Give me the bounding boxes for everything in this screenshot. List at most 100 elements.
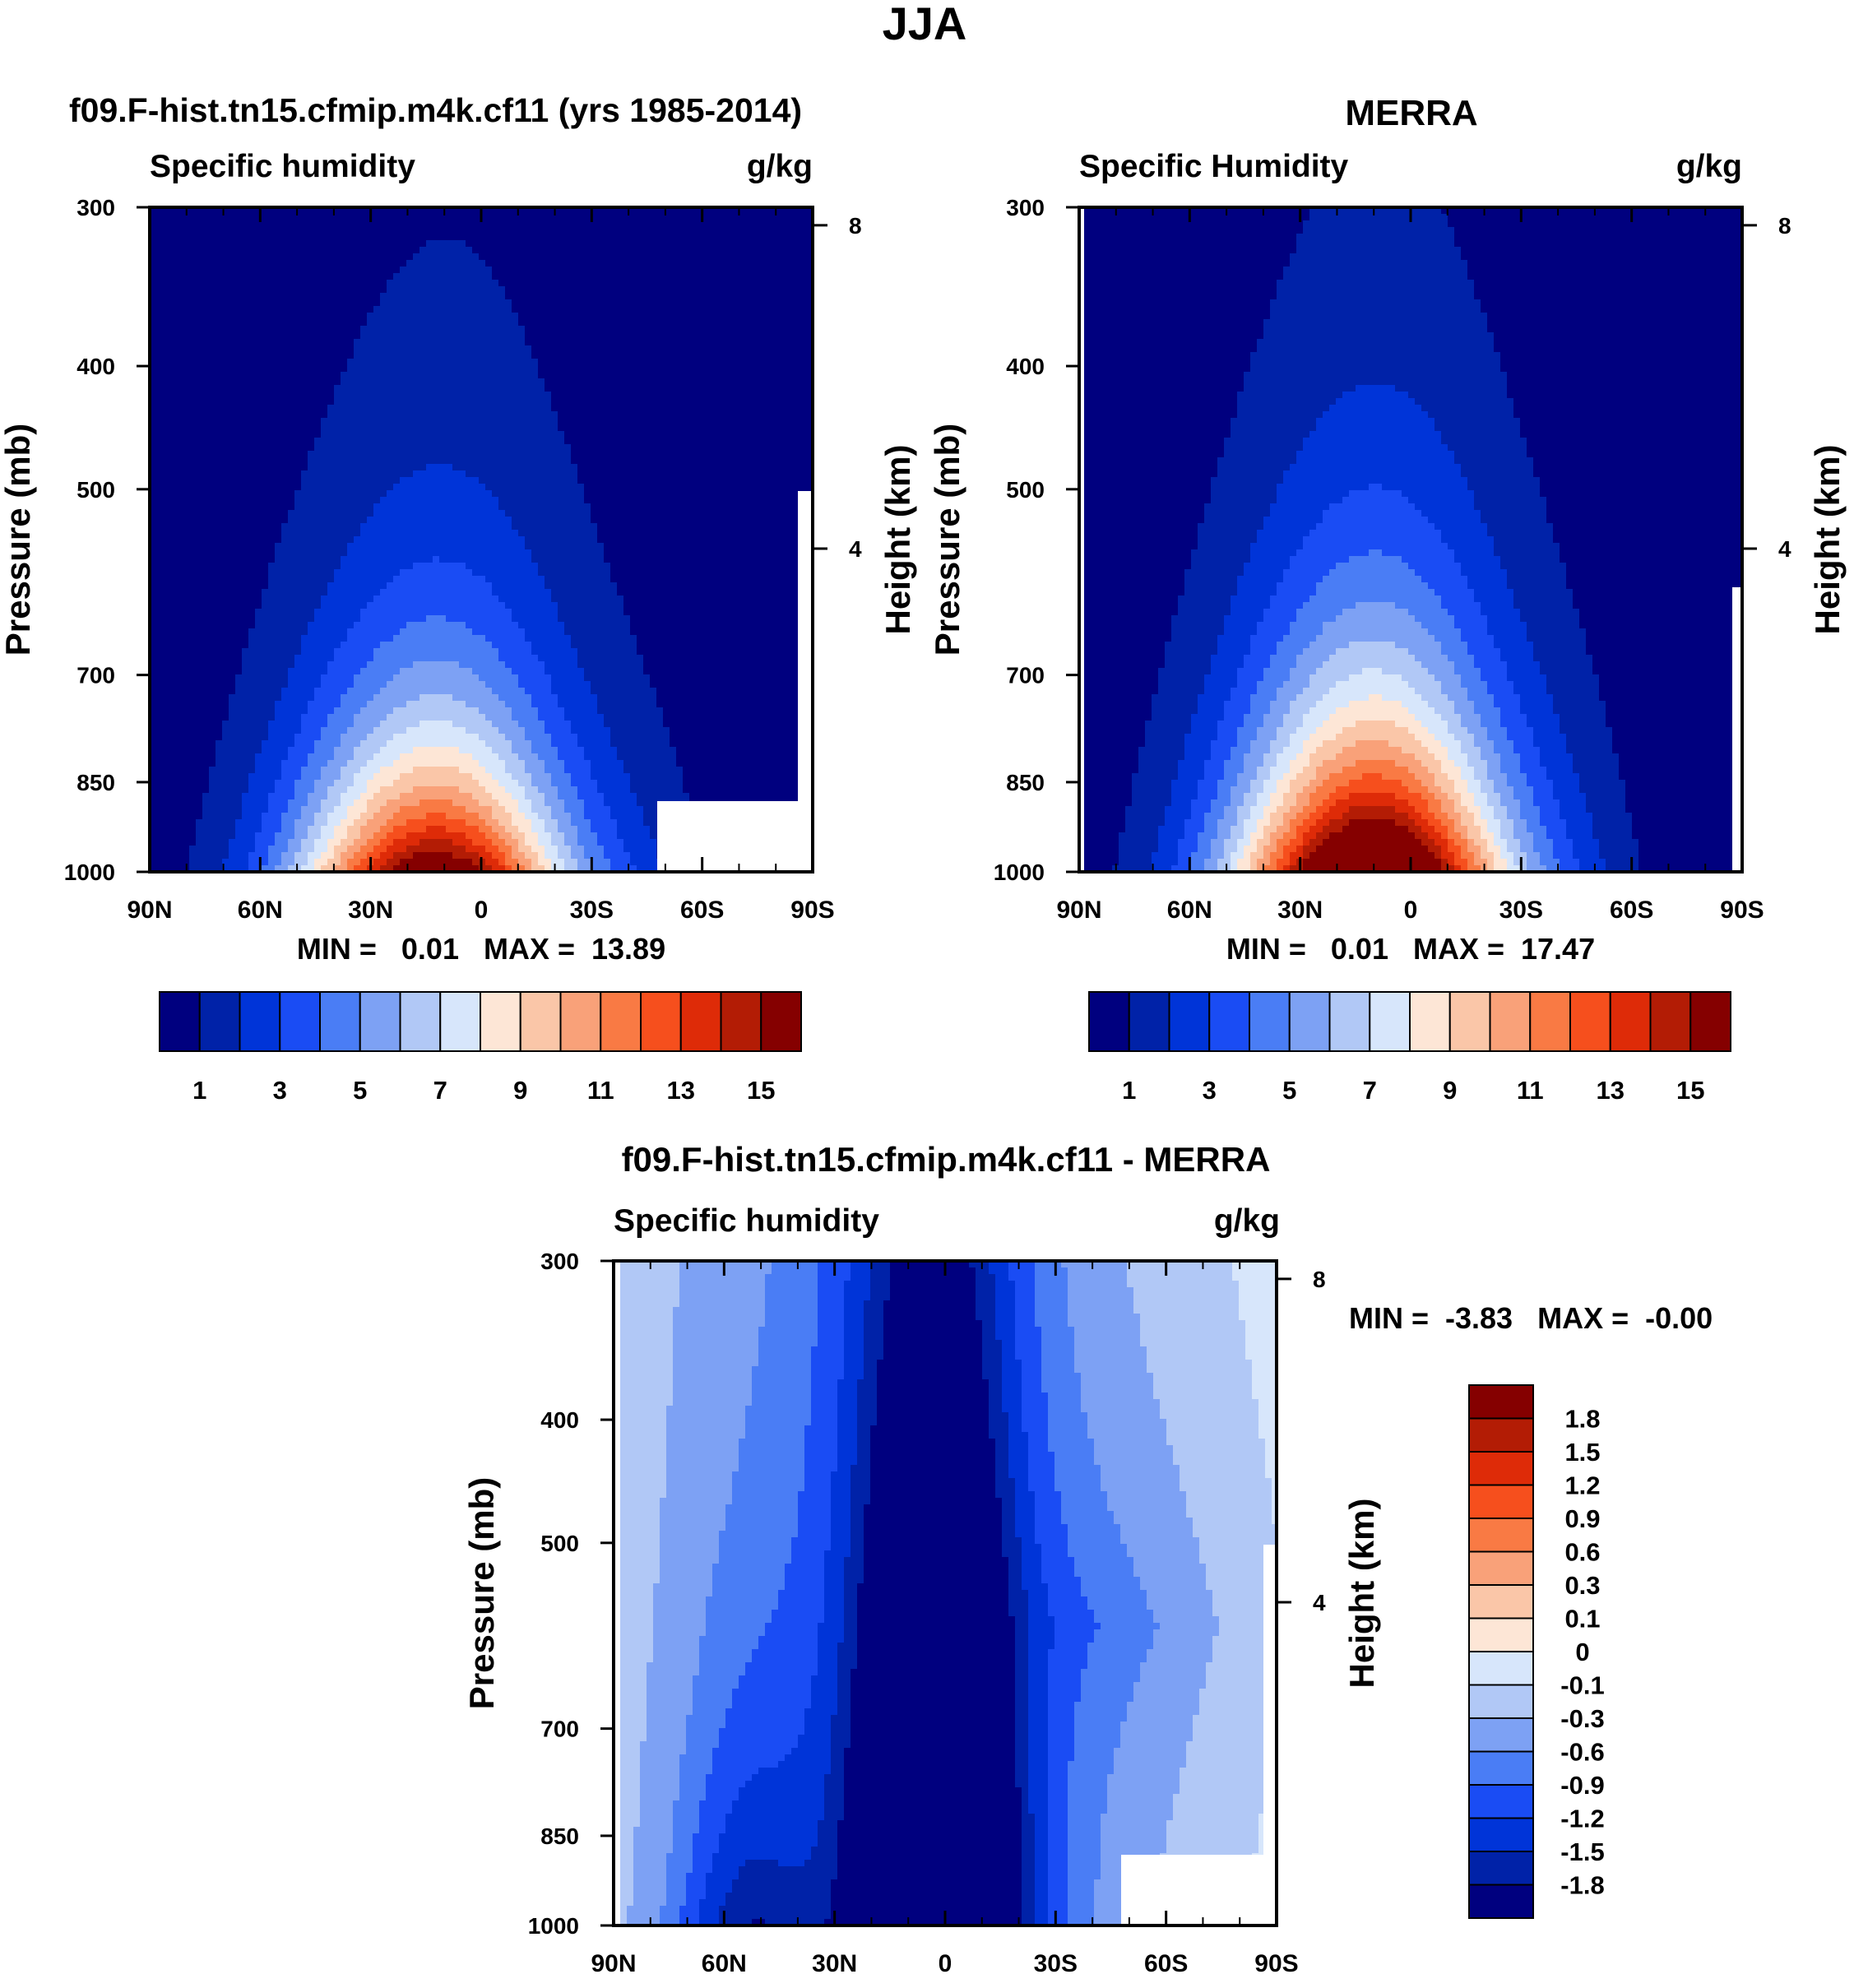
contour-band-cell: [1415, 615, 1455, 623]
contour-band-cell: [512, 793, 526, 800]
contour-band-cell: [1079, 609, 1179, 616]
contour-band-cell: [492, 813, 512, 820]
contour-band-cell: [1224, 628, 1258, 636]
contour-band-cell: [1250, 740, 1271, 748]
contour-band-cell: [614, 1327, 674, 1334]
contour-band-cell: [314, 819, 328, 827]
contour-band-cell: [989, 1419, 1009, 1426]
contour-band-cell: [1138, 747, 1185, 754]
contour-band-cell: [242, 648, 302, 656]
contour-band-cell: [627, 1906, 660, 1913]
contour-band-cell: [1079, 707, 1152, 715]
contour-band-cell: [1454, 806, 1468, 813]
contour-band-cell: [686, 1879, 707, 1887]
contour-band-cell: [1263, 846, 1277, 853]
contour-band-cell: [1028, 1748, 1049, 1755]
contour-band-cell: [1309, 839, 1323, 846]
contour-band-cell: [689, 793, 813, 800]
contour-band-cell: [1094, 1636, 1154, 1643]
contour-band-cell: [1022, 1906, 1036, 1913]
contour-band-cell: [1048, 1702, 1075, 1709]
contour-band-cell: [1520, 609, 1580, 616]
contour-band-cell: [1035, 1833, 1049, 1841]
contour-band-cell: [1244, 819, 1258, 827]
contour-band-cell: [1165, 661, 1212, 669]
contour-band-cell: [604, 846, 624, 853]
contour-band-cell: [571, 642, 637, 649]
y-tick-label: 400: [76, 354, 115, 379]
contour-band-cell: [354, 339, 526, 346]
contour-band-cell: [1035, 1899, 1049, 1907]
contour-band-cell: [818, 1281, 845, 1288]
contour-band-cell: [752, 1399, 812, 1406]
contour-band-cell: [614, 1379, 674, 1387]
contour-band-cell: [1309, 681, 1337, 688]
contour-band-cell: [633, 1886, 667, 1893]
contour-band-cell: [1296, 793, 1310, 800]
contour-band-cell: [1212, 1636, 1277, 1643]
contour-band-cell: [1015, 1781, 1029, 1788]
contour-band-cell: [1257, 865, 1264, 873]
contour-band-cell: [811, 1419, 838, 1426]
contour-band-cell: [1257, 819, 1271, 827]
contour-band-cell: [1079, 563, 1192, 570]
contour-band-cell: [1079, 543, 1198, 550]
contour-band-cell: [614, 1873, 634, 1880]
contour-band-cell: [294, 786, 315, 794]
contour-band-cell: [1022, 1366, 1042, 1374]
contour-band-cell: [1153, 1636, 1213, 1643]
contour-band-cell: [1309, 431, 1442, 438]
contour-band-cell: [275, 707, 308, 715]
contour-band-cell: [551, 773, 572, 781]
contour-band-cell: [1250, 786, 1264, 794]
panel-model-stats: MIN = 0.01 MAX = 13.89: [297, 932, 665, 966]
contour-band-cell: [1147, 1656, 1213, 1663]
contour-band-cell: [1474, 490, 1541, 498]
contour-band-cell: [1079, 839, 1119, 846]
contour-band-cell: [150, 674, 236, 682]
contour-band-cell: [844, 1366, 864, 1374]
contour-band-cell: [982, 1373, 1003, 1380]
contour-band-cell: [1184, 734, 1218, 741]
contour-band-cell: [367, 760, 394, 767]
contour-band-cell: [837, 1840, 1022, 1847]
contour-band-cell: [1296, 615, 1337, 623]
contour-band-cell: [640, 1754, 680, 1762]
contour-band-cell: [851, 1669, 1016, 1676]
contour-band-cell: [1212, 1596, 1277, 1604]
contour-band-cell: [883, 1327, 983, 1334]
contour-band-cell: [791, 1557, 825, 1564]
contour-band-cell: [1087, 1656, 1147, 1663]
contour-band-cell: [321, 767, 341, 774]
colorbar-swatch: [1168, 991, 1211, 1052]
contour-band-cell: [354, 352, 532, 359]
contour-band-cell: [373, 503, 499, 511]
contour-band-cell: [591, 773, 631, 781]
contour-band-cell: [150, 398, 335, 405]
contour-band-cell: [982, 1333, 996, 1341]
contour-band-cell: [831, 1518, 851, 1525]
contour-band-cell: [1494, 345, 1743, 353]
contour-band-cell: [1079, 240, 1297, 248]
contour-band-cell: [1028, 1702, 1049, 1709]
contour-band-cell: [479, 799, 499, 807]
contour-band-cell: [765, 1281, 818, 1288]
contour-band-cell: [1428, 747, 1448, 754]
contour-band-cell: [1022, 1827, 1036, 1834]
contour-band-cell: [1513, 740, 1534, 748]
contour-band-cell: [719, 1735, 799, 1742]
contour-band-cell: [1257, 628, 1291, 636]
contour-band-cell: [1500, 846, 1508, 853]
contour-band-cell: [347, 359, 539, 366]
contour-band-cell: [1079, 352, 1251, 359]
contour-band-cell: [577, 786, 598, 794]
contour-band-cell: [739, 1445, 805, 1453]
contour-band-cell: [1467, 576, 1508, 583]
contour-band-cell: [1244, 767, 1258, 774]
contour-band-cell: [995, 1452, 1009, 1459]
contour-band-cell: [1184, 582, 1238, 590]
contour-band-cell: [1533, 734, 1567, 741]
contour-band-cell: [1022, 1853, 1036, 1861]
contour-band-cell: [857, 1603, 1009, 1610]
contour-band-cell: [1448, 727, 1468, 734]
